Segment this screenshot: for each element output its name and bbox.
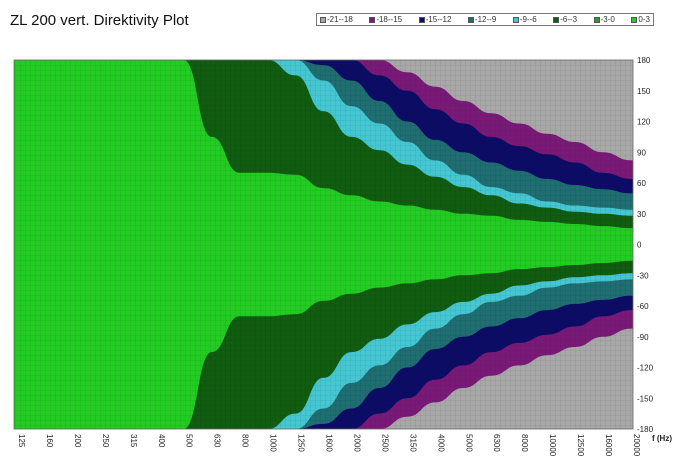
y-tick-label: 90 <box>637 148 646 157</box>
y-tick-label: 180 <box>637 56 651 65</box>
x-tick-label: 16000 <box>604 434 613 457</box>
y-tick-label: 60 <box>637 179 646 188</box>
x-tick-label: 3150 <box>408 434 417 452</box>
legend-label: -21--18 <box>327 15 353 24</box>
x-tick-label: 1600 <box>325 434 334 452</box>
legend-swatch <box>593 16 600 23</box>
legend-item: -6--3 <box>553 15 577 24</box>
legend-label: -3-0 <box>600 15 615 24</box>
x-tick-label: 500 <box>185 434 194 448</box>
x-tick-label: 160 <box>45 434 54 448</box>
y-tick-label: -90 <box>637 333 649 342</box>
x-tick-label: 6300 <box>492 434 501 452</box>
x-tick-label: 2000 <box>353 434 362 452</box>
legend-item: -18--15 <box>369 15 402 24</box>
legend-swatch <box>467 16 474 23</box>
chart-title: ZL 200 vert. Direktivity Plot <box>10 12 189 29</box>
x-tick-label: 315 <box>129 434 138 448</box>
x-tick-label: 1250 <box>297 434 306 452</box>
y-tick-label: 30 <box>637 210 646 219</box>
y-tick-label: -150 <box>637 394 654 403</box>
plot-frame <box>13 59 634 430</box>
x-tick-label: 8000 <box>520 434 529 452</box>
legend-item: -15--12 <box>418 15 452 24</box>
x-tick-label: 1000 <box>269 434 278 452</box>
x-tick-label: 125 <box>17 434 26 448</box>
y-tick-label: -180 <box>637 425 654 434</box>
y-tick-label: 120 <box>637 118 651 127</box>
legend-item: -3-0 <box>593 15 615 24</box>
legend-swatch <box>418 16 425 23</box>
legend-swatch <box>512 16 519 23</box>
legend-swatch <box>369 16 376 23</box>
legend-label: -6--3 <box>560 15 578 24</box>
legend-item: -21--18 <box>320 15 353 24</box>
x-tick-label: 5000 <box>464 434 473 452</box>
plot-grid <box>14 60 633 429</box>
y-tick-label: -120 <box>637 364 654 373</box>
legend-item: -12--9 <box>467 15 497 24</box>
legend-label: -18--15 <box>376 15 403 24</box>
y-tick-label: 0 <box>637 241 642 250</box>
legend-label: -9--6 <box>519 15 537 24</box>
legend-item: -9--6 <box>512 15 537 24</box>
y-tick-label: 150 <box>637 87 651 96</box>
legend-swatch <box>631 16 638 23</box>
x-tick-label: 12500 <box>576 434 585 457</box>
x-tick-label: 2500 <box>380 434 389 452</box>
legend-label: -15--12 <box>425 15 452 24</box>
x-axis-unit-label: f (Hz) <box>652 434 672 443</box>
legend-label: 0-3 <box>638 15 650 24</box>
y-tick-label: -60 <box>637 302 649 311</box>
x-tick-label: 20000 <box>632 434 641 457</box>
legend-swatch <box>320 16 326 23</box>
chart-legend: -21--18 -18--15 -15--12 -12--9 -9--6 -6--3 -3-… <box>316 13 654 26</box>
x-tick-label: 250 <box>101 434 110 448</box>
x-tick-label: 10000 <box>548 434 557 457</box>
x-tick-label: 630 <box>213 434 222 448</box>
x-tick-label: 200 <box>73 434 82 448</box>
legend-item: 0-3 <box>631 15 650 24</box>
x-tick-label: 400 <box>157 434 166 448</box>
legend-swatch <box>553 16 560 23</box>
y-tick-label: -30 <box>637 271 649 280</box>
x-tick-label: 800 <box>241 434 250 448</box>
x-tick-label: 4000 <box>436 434 445 452</box>
legend-label: -12--9 <box>474 15 497 24</box>
